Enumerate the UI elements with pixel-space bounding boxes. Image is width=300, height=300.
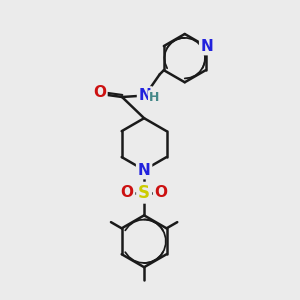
- Text: N: N: [201, 39, 214, 54]
- Text: N: N: [139, 88, 152, 103]
- Text: S: S: [138, 184, 150, 202]
- Text: N: N: [138, 163, 151, 178]
- Text: H: H: [149, 92, 160, 104]
- Text: O: O: [155, 185, 168, 200]
- Text: O: O: [121, 185, 134, 200]
- Text: O: O: [93, 85, 106, 100]
